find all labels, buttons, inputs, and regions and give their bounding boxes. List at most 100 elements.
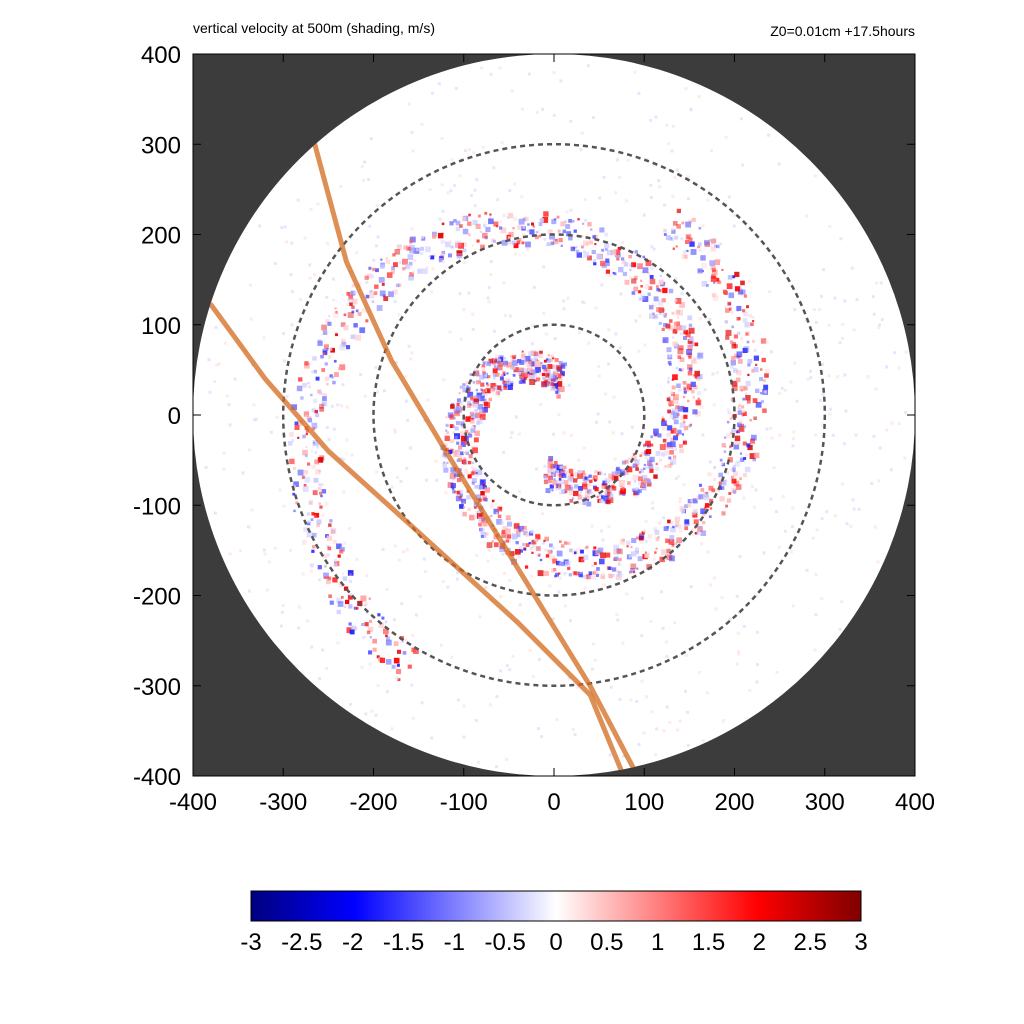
field-cell	[390, 270, 395, 275]
field-cell	[450, 655, 454, 659]
field-cell	[831, 433, 835, 437]
field-cell	[667, 442, 672, 447]
y-tick-label: -100	[133, 493, 181, 520]
field-cell	[687, 339, 693, 344]
field-cell	[686, 743, 690, 747]
field-cell	[456, 478, 461, 483]
field-cell	[619, 480, 625, 486]
field-cell	[559, 491, 563, 495]
field-cell	[663, 203, 667, 207]
field-cell	[480, 244, 485, 250]
field-cell	[404, 399, 408, 403]
field-cell	[554, 369, 558, 373]
field-cell	[584, 218, 588, 222]
field-cell	[621, 486, 625, 490]
field-cell	[397, 678, 401, 682]
field-cell	[393, 618, 396, 622]
field-cell	[496, 366, 501, 371]
field-cell	[635, 551, 639, 555]
field-cell	[452, 487, 455, 490]
field-cell	[316, 523, 321, 528]
field-cell	[291, 290, 294, 294]
field-cell	[720, 479, 727, 486]
field-cell	[737, 406, 740, 409]
field-cell	[578, 490, 583, 495]
field-cell	[665, 235, 671, 241]
field-cell	[330, 404, 334, 408]
field-cell	[415, 248, 419, 252]
field-cell	[566, 542, 570, 545]
field-cell	[569, 548, 573, 553]
field-cell	[646, 459, 653, 465]
field-cell	[735, 461, 741, 467]
field-cell	[316, 445, 319, 449]
field-cell	[670, 459, 677, 465]
field-cell	[534, 357, 538, 361]
field-cell	[751, 434, 757, 441]
field-cell	[420, 252, 424, 255]
field-cell	[476, 469, 483, 476]
field-cell	[440, 239, 445, 244]
field-cell	[484, 398, 487, 401]
field-cell	[708, 515, 712, 518]
field-cell	[384, 620, 388, 624]
field-cell	[712, 295, 719, 302]
field-cell	[825, 510, 829, 514]
field-cell	[319, 403, 324, 409]
field-cell	[511, 360, 518, 366]
field-cell	[469, 403, 472, 406]
field-cell	[765, 340, 769, 344]
field-cell	[563, 479, 569, 485]
x-tick-label: 100	[624, 789, 664, 816]
field-cell	[628, 554, 632, 558]
field-cell	[359, 373, 363, 376]
field-cell	[459, 430, 463, 434]
field-cell	[692, 512, 698, 518]
plot-area	[193, 54, 915, 776]
field-cell	[289, 432, 294, 437]
field-cell	[631, 551, 637, 557]
field-cell	[618, 175, 622, 179]
field-cell	[633, 286, 639, 292]
field-cell	[463, 457, 467, 461]
field-cell	[513, 252, 517, 256]
field-cell	[326, 553, 330, 557]
field-cell	[683, 414, 688, 419]
field-cell	[653, 296, 659, 302]
field-cell	[408, 274, 414, 281]
field-cell	[459, 493, 463, 497]
field-cell	[661, 327, 665, 331]
field-cell	[450, 483, 456, 489]
field-cell	[462, 248, 467, 253]
field-cell	[492, 368, 498, 374]
field-cell	[640, 679, 644, 683]
field-cell	[642, 267, 649, 274]
field-cell	[671, 238, 675, 242]
field-cell	[821, 393, 825, 396]
field-cell	[440, 183, 444, 187]
field-cell	[460, 421, 465, 426]
field-cell	[475, 404, 479, 407]
field-cell	[312, 440, 319, 446]
field-cell	[336, 597, 342, 603]
field-cell	[518, 238, 522, 242]
field-cell	[457, 408, 463, 413]
field-cell	[570, 246, 576, 252]
field-cell	[364, 622, 369, 627]
field-cell	[791, 444, 795, 448]
y-tick-label: 300	[141, 132, 181, 159]
field-cell	[752, 320, 755, 323]
field-cell	[476, 420, 481, 425]
field-cell	[241, 471, 245, 475]
field-cell	[529, 531, 534, 536]
field-cell	[506, 365, 510, 368]
field-cell	[527, 72, 531, 76]
field-cell	[453, 219, 457, 223]
field-cell	[431, 267, 435, 271]
field-cell	[449, 473, 456, 480]
field-cell	[753, 367, 759, 373]
field-cell	[489, 504, 494, 509]
field-cell	[655, 285, 659, 289]
field-cell	[326, 579, 331, 585]
field-cell	[424, 570, 428, 574]
